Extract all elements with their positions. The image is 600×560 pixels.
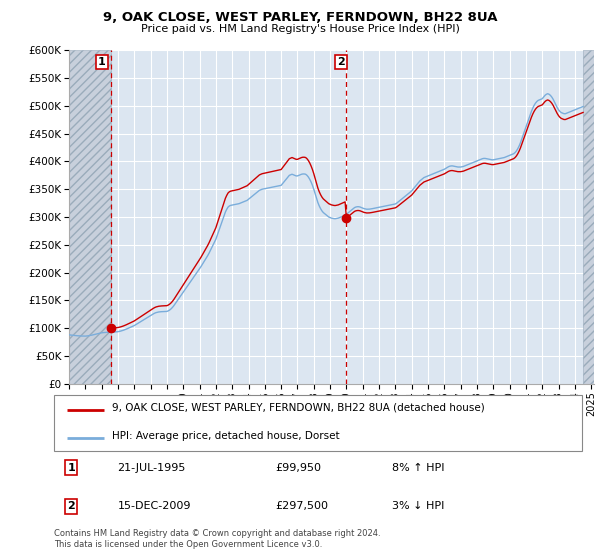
Text: 21-JUL-1995: 21-JUL-1995 — [118, 463, 186, 473]
Text: £99,950: £99,950 — [276, 463, 322, 473]
Text: 8% ↑ HPI: 8% ↑ HPI — [392, 463, 445, 473]
FancyBboxPatch shape — [54, 395, 582, 451]
Text: 3% ↓ HPI: 3% ↓ HPI — [392, 501, 444, 511]
Text: HPI: Average price, detached house, Dorset: HPI: Average price, detached house, Dors… — [112, 431, 340, 441]
Text: Price paid vs. HM Land Registry's House Price Index (HPI): Price paid vs. HM Land Registry's House … — [140, 24, 460, 34]
Text: 1: 1 — [98, 57, 106, 67]
Text: £297,500: £297,500 — [276, 501, 329, 511]
Text: 2: 2 — [67, 501, 75, 511]
Text: Contains HM Land Registry data © Crown copyright and database right 2024.
This d: Contains HM Land Registry data © Crown c… — [54, 529, 380, 549]
Text: 9, OAK CLOSE, WEST PARLEY, FERNDOWN, BH22 8UA: 9, OAK CLOSE, WEST PARLEY, FERNDOWN, BH2… — [103, 11, 497, 24]
Text: 2: 2 — [337, 57, 345, 67]
Text: 9, OAK CLOSE, WEST PARLEY, FERNDOWN, BH22 8UA (detached house): 9, OAK CLOSE, WEST PARLEY, FERNDOWN, BH2… — [112, 403, 485, 413]
Text: 15-DEC-2009: 15-DEC-2009 — [118, 501, 191, 511]
Text: 1: 1 — [67, 463, 75, 473]
